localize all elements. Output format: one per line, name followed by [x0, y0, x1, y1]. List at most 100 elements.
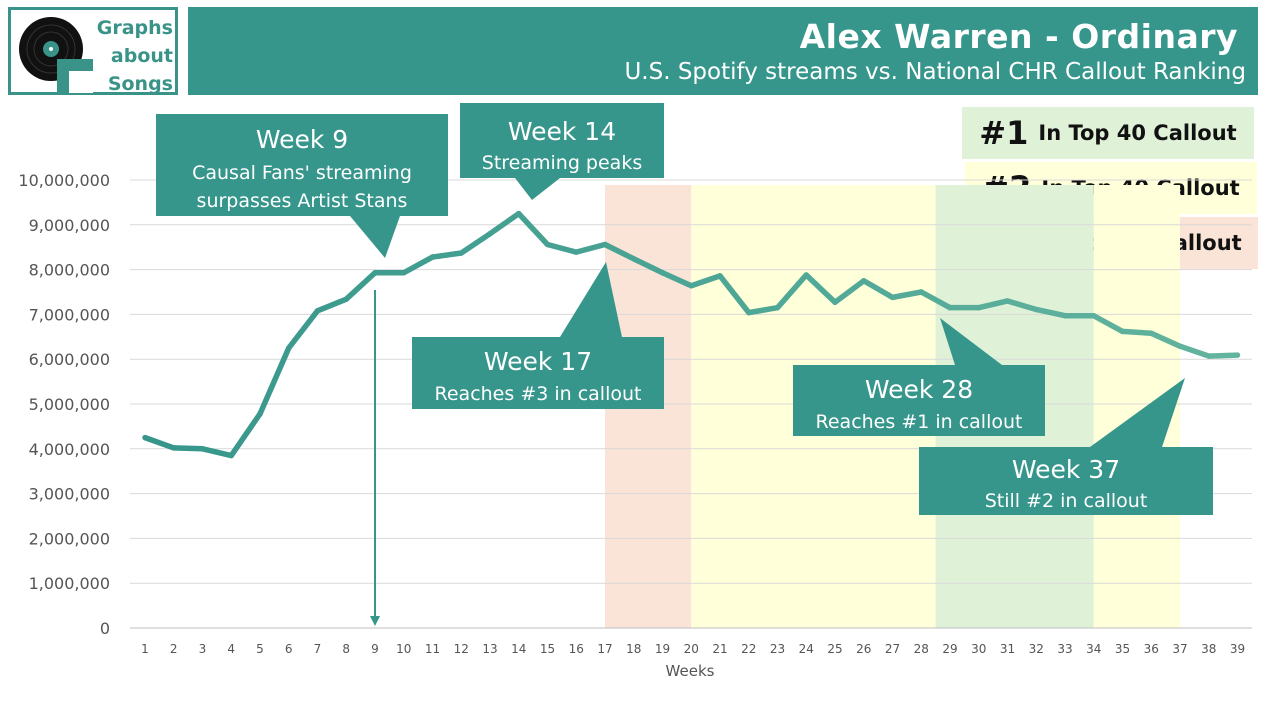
y-tick-label: 4,000,000 — [29, 440, 110, 459]
data-point-week-2 — [171, 445, 176, 450]
data-point-week-35 — [1120, 329, 1125, 334]
data-point-week-24 — [804, 272, 809, 277]
series-line-segment — [976, 298, 1011, 311]
data-point-week-7 — [315, 308, 320, 313]
data-point-week-13 — [487, 231, 492, 236]
x-tick-label: 29 — [942, 642, 957, 656]
series-line-segment — [487, 210, 522, 237]
series-line-segment — [228, 411, 263, 459]
annotation-week-17: Week 17 Reaches #3 in callout — [412, 262, 664, 409]
series-line-segment — [1119, 328, 1154, 336]
x-tick-label: 23 — [770, 642, 785, 656]
series-line-segment — [803, 272, 838, 306]
x-tick-label: 4 — [227, 642, 235, 656]
data-point-week-20 — [689, 283, 694, 288]
x-tick-label: 31 — [1000, 642, 1015, 656]
x-tick-label: 5 — [256, 642, 264, 656]
annotation-week-28-line1: Reaches #1 in callout — [816, 411, 1023, 433]
series-line-segment — [314, 296, 349, 314]
x-tick-label: 16 — [569, 642, 584, 656]
annotation-week-28: Week 28 Reaches #1 in callout — [793, 318, 1045, 436]
series-line-segment — [602, 241, 637, 262]
data-point-week-38 — [1206, 353, 1211, 358]
series-line-segment — [343, 269, 378, 302]
series-line-segment — [1004, 298, 1039, 313]
annotation-week-9: Week 9 Causal Fans' streaming surpasses … — [156, 114, 448, 626]
x-tick-label: 21 — [712, 642, 727, 656]
y-tick-label: 8,000,000 — [29, 261, 110, 280]
annotation-week-14-title: Week 14 — [508, 117, 616, 146]
y-tick-label: 7,000,000 — [29, 305, 110, 324]
series-line-segment — [774, 272, 809, 311]
y-tick-label: 5,000,000 — [29, 395, 110, 414]
series-line-segment — [746, 304, 781, 316]
y-tick-label: 3,000,000 — [29, 485, 110, 504]
series-line-segment — [1177, 343, 1212, 359]
x-tick-label: 30 — [971, 642, 986, 656]
x-tick-label: 20 — [684, 642, 699, 656]
data-point-week-12 — [459, 250, 464, 255]
x-tick-label: 38 — [1201, 642, 1216, 656]
vinyl-record-icon — [19, 17, 93, 93]
y-tick-label: 9,000,000 — [29, 216, 110, 235]
data-point-week-3 — [200, 446, 205, 451]
x-tick-label: 3 — [199, 642, 207, 656]
x-tick-label: 9 — [371, 642, 379, 656]
data-point-week-25 — [832, 300, 837, 305]
x-tick-label: 13 — [482, 642, 497, 656]
data-point-week-16 — [574, 250, 579, 255]
data-point-week-15 — [545, 242, 550, 247]
annotation-week-37: Week 37 Still #2 in callout — [919, 378, 1213, 515]
x-tick-label: 8 — [342, 642, 350, 656]
annotation-week-28-title: Week 28 — [865, 375, 973, 404]
x-tick-label: 15 — [540, 642, 555, 656]
data-point-week-23 — [775, 305, 780, 310]
header-banner: Alex Warren - Ordinary U.S. Spotify stre… — [188, 7, 1258, 95]
x-tick-label: 6 — [285, 642, 293, 656]
annotation-week-37-title: Week 37 — [1012, 455, 1120, 484]
x-tick-label: 24 — [799, 642, 814, 656]
series-line-segment — [199, 446, 234, 459]
data-point-week-31 — [1005, 298, 1010, 303]
x-tick-label: 39 — [1230, 642, 1245, 656]
data-point-week-9 — [372, 270, 377, 275]
annotation-week-9-line1: Causal Fans' streaming — [192, 162, 412, 184]
data-point-week-33 — [1062, 313, 1067, 318]
y-tick-label: 2,000,000 — [29, 529, 110, 548]
legend-rank-1-number: #1 — [979, 114, 1029, 152]
annotation-week-17-title: Week 17 — [484, 347, 592, 376]
y-tick-label: 1,000,000 — [29, 574, 110, 593]
data-point-week-8 — [344, 297, 349, 302]
data-point-week-14 — [516, 211, 521, 216]
x-tick-label: 32 — [1029, 642, 1044, 656]
series-line-segment — [171, 445, 206, 452]
series-line-segment — [544, 241, 579, 255]
annotation-week-14: Week 14 Streaming peaks — [460, 103, 664, 200]
series-line-segment — [688, 273, 723, 289]
series-line-segment — [631, 256, 666, 276]
series-line-segment — [429, 250, 464, 260]
annotation-week-9-title: Week 9 — [256, 125, 348, 154]
data-point-week-21 — [717, 273, 722, 278]
series-line-segment — [573, 241, 608, 255]
x-tick-label: 28 — [914, 642, 929, 656]
series-line-segment — [1206, 352, 1241, 359]
x-tick-label: 25 — [827, 642, 842, 656]
data-point-week-36 — [1149, 331, 1154, 336]
logo-line-1: Graphs — [96, 17, 173, 39]
series-line-segment — [918, 289, 953, 311]
data-point-week-37 — [1177, 344, 1182, 349]
x-tick-label: 22 — [741, 642, 756, 656]
x-tick-label: 10 — [396, 642, 411, 656]
y-tick-label: 6,000,000 — [29, 350, 110, 369]
x-tick-label: 14 — [511, 642, 526, 656]
x-tick-label: 19 — [655, 642, 670, 656]
data-point-week-11 — [430, 254, 435, 259]
x-tick-label: 1 — [141, 642, 149, 656]
x-tick-label: 18 — [626, 642, 641, 656]
data-point-week-32 — [1034, 307, 1039, 312]
x-tick-label: 37 — [1172, 642, 1187, 656]
y-tick-label: 10,000,000 — [18, 171, 110, 190]
data-point-week-4 — [229, 453, 234, 458]
